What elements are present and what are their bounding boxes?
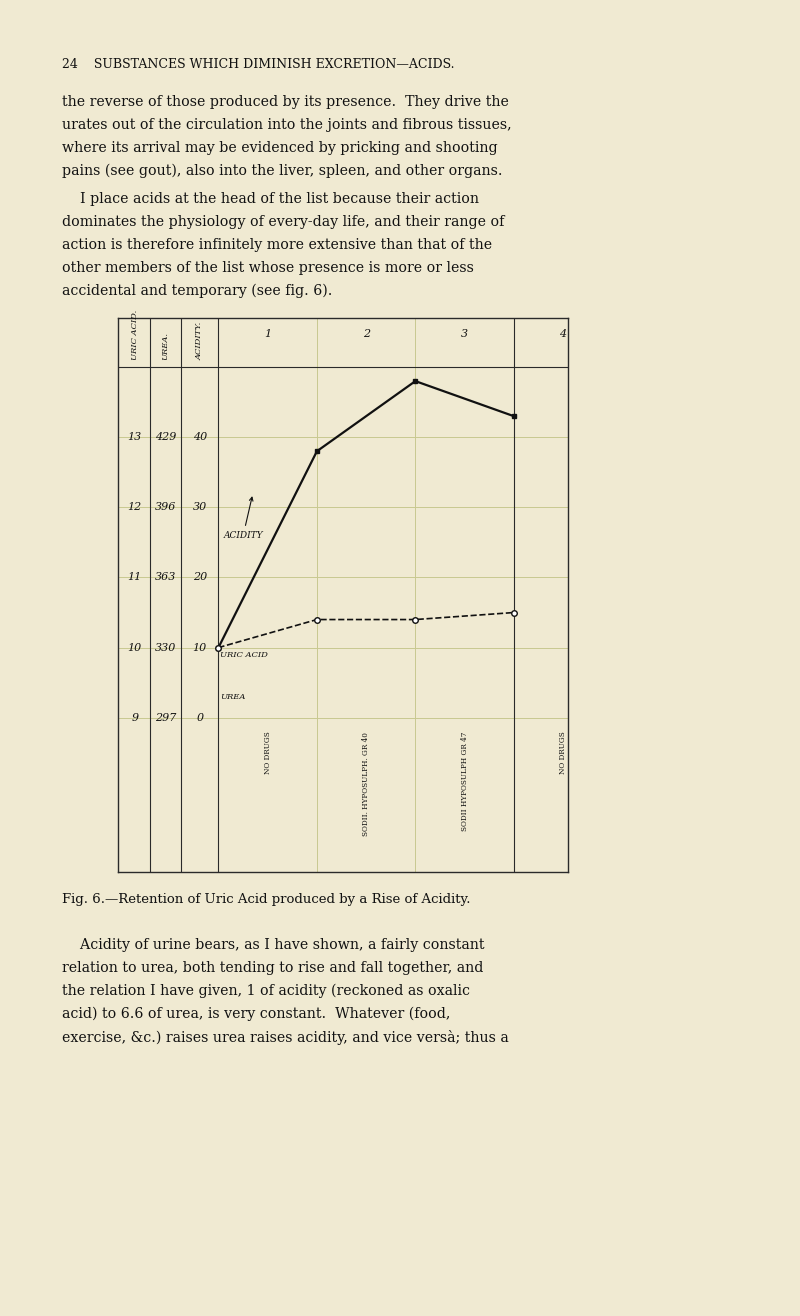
Text: URIC ACID.: URIC ACID. (130, 309, 138, 361)
Text: relation to urea, both tending to rise and fall together, and: relation to urea, both tending to rise a… (62, 961, 483, 975)
Text: pains (see gout), also into the liver, spleen, and other organs.: pains (see gout), also into the liver, s… (62, 164, 502, 179)
Text: 1: 1 (264, 329, 271, 340)
Text: SODII HYPOSULPH GR 47: SODII HYPOSULPH GR 47 (461, 732, 469, 832)
Text: 10: 10 (193, 642, 207, 653)
Text: dominates the physiology of every-day life, and their range of: dominates the physiology of every-day li… (62, 215, 504, 229)
Text: SODII. HYPOSULPH. GR 40: SODII. HYPOSULPH. GR 40 (362, 732, 370, 836)
Text: Fig. 6.—Retention of Uric Acid produced by a Rise of Acidity.: Fig. 6.—Retention of Uric Acid produced … (62, 894, 470, 905)
Text: 13: 13 (128, 432, 142, 442)
Text: 10: 10 (128, 642, 142, 653)
Text: action is therefore infinitely more extensive than that of the: action is therefore infinitely more exte… (62, 238, 492, 251)
Text: 11: 11 (128, 572, 142, 583)
Text: 4: 4 (559, 329, 566, 340)
Text: the reverse of those produced by its presence.  They drive the: the reverse of those produced by its pre… (62, 95, 509, 109)
Text: 297: 297 (154, 713, 176, 722)
Text: 24    SUBSTANCES WHICH DIMINISH EXCRETION—ACIDS.: 24 SUBSTANCES WHICH DIMINISH EXCRETION—A… (62, 58, 454, 71)
Text: 429: 429 (154, 432, 176, 442)
Text: URIC ACID: URIC ACID (221, 651, 268, 659)
Text: 0: 0 (196, 713, 203, 722)
Text: 30: 30 (193, 503, 207, 512)
Text: 3: 3 (461, 329, 468, 340)
Text: accidental and temporary (see fig. 6).: accidental and temporary (see fig. 6). (62, 284, 332, 299)
Text: 9: 9 (131, 713, 138, 722)
Text: UREA: UREA (221, 694, 246, 701)
Text: exercise, &c.) raises urea raises acidity, and vice versà; thus a: exercise, &c.) raises urea raises acidit… (62, 1030, 509, 1045)
Text: 20: 20 (193, 572, 207, 583)
Text: NO DRUGS: NO DRUGS (264, 732, 272, 775)
Text: 330: 330 (154, 642, 176, 653)
Text: ACIDITY: ACIDITY (223, 497, 263, 540)
Text: 2: 2 (362, 329, 370, 340)
Text: 40: 40 (193, 432, 207, 442)
Text: I place acids at the head of the list because their action: I place acids at the head of the list be… (62, 192, 479, 207)
Text: where its arrival may be evidenced by pricking and shooting: where its arrival may be evidenced by pr… (62, 141, 498, 155)
Text: acid) to 6.6 of urea, is very constant.  Whatever (food,: acid) to 6.6 of urea, is very constant. … (62, 1007, 450, 1021)
Text: 12: 12 (128, 503, 142, 512)
Text: urates out of the circulation into the joints and fibrous tissues,: urates out of the circulation into the j… (62, 118, 512, 132)
Text: other members of the list whose presence is more or less: other members of the list whose presence… (62, 261, 474, 275)
Text: ACIDITY.: ACIDITY. (196, 322, 204, 361)
Text: 396: 396 (154, 503, 176, 512)
Text: the relation I have given, 1 of acidity (reckoned as oxalic: the relation I have given, 1 of acidity … (62, 984, 470, 999)
Text: NO DRUGS: NO DRUGS (559, 732, 567, 775)
Text: UREA.: UREA. (162, 332, 170, 361)
Text: 363: 363 (154, 572, 176, 583)
Text: Acidity of urine bears, as I have shown, a fairly constant: Acidity of urine bears, as I have shown,… (62, 938, 485, 951)
